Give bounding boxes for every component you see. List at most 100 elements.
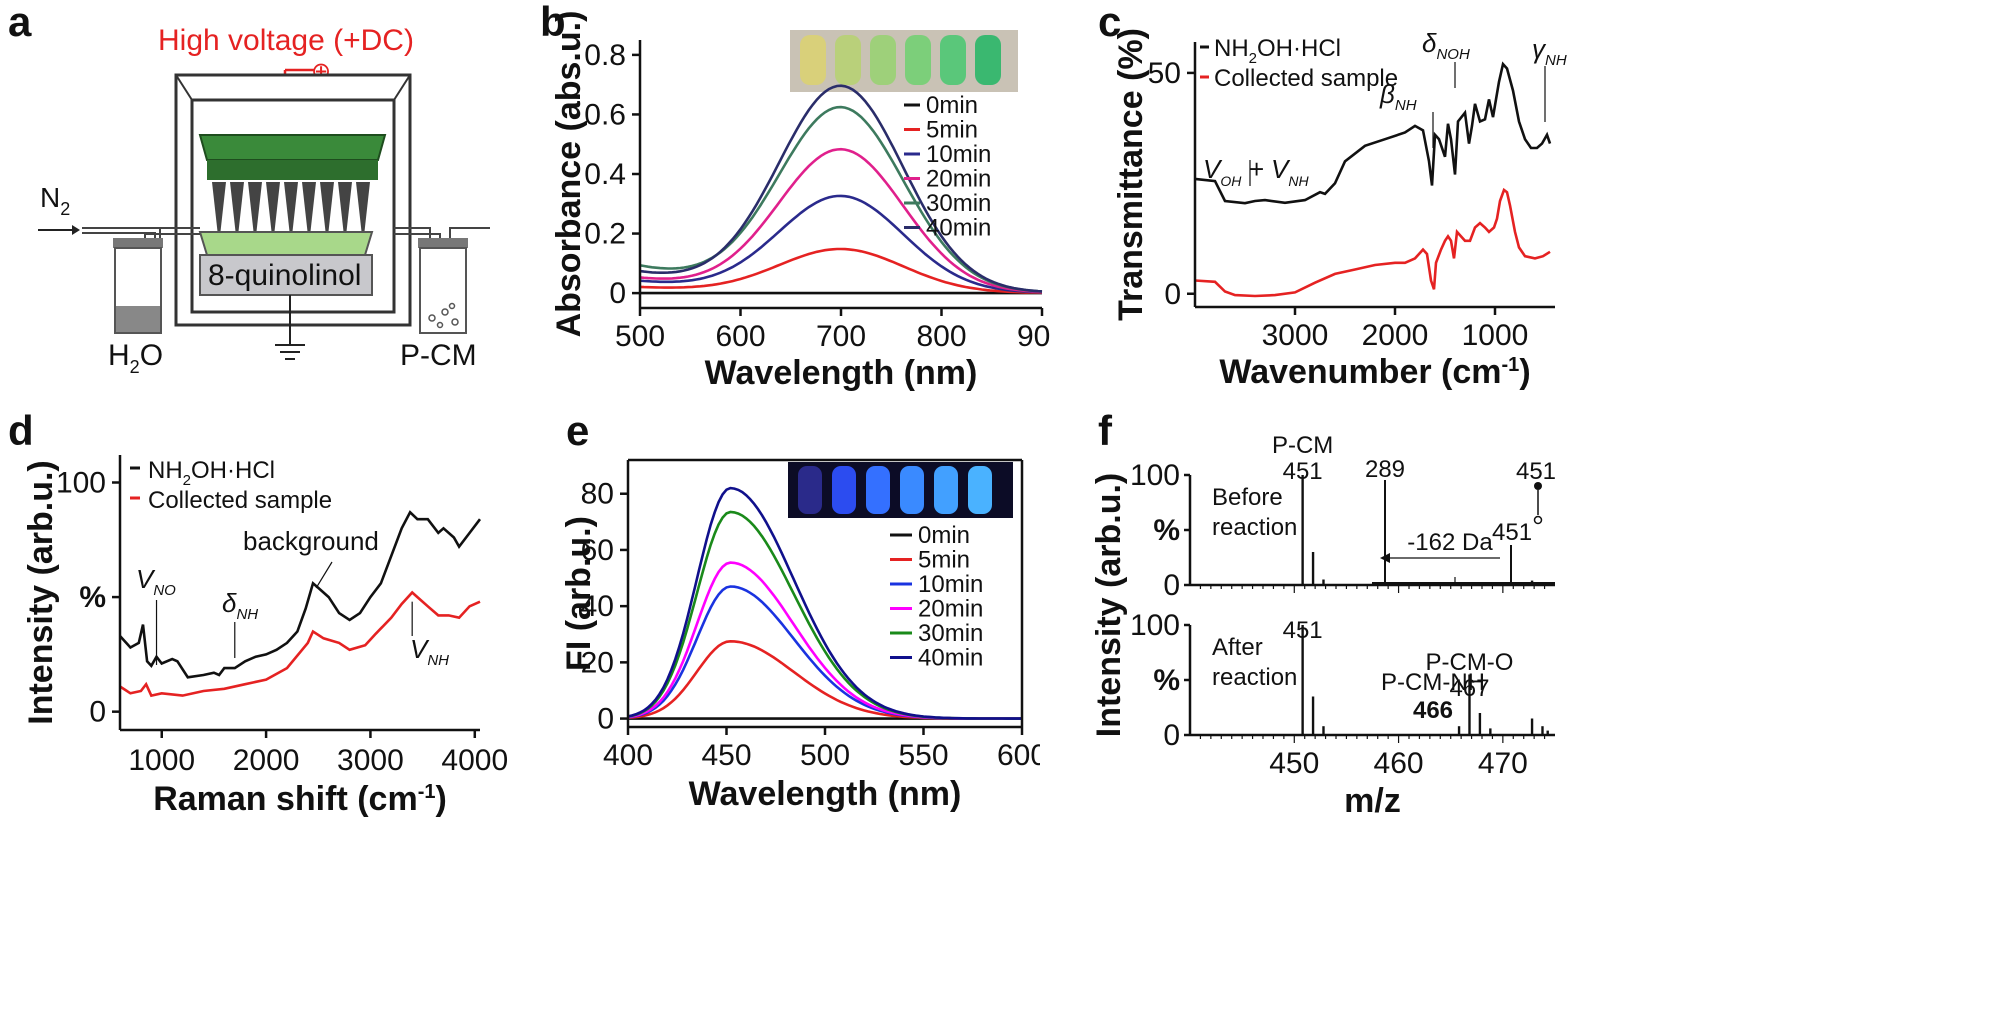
- panel-a: a High voltage (+DC) ⊕ 8-quinolinol N2 H…: [8, 0, 490, 377]
- series-line-5min: [639, 247, 1042, 294]
- panel-label-b: b: [540, 0, 566, 45]
- ground-icon: [275, 344, 305, 360]
- series-line-NH2OH·HCl: [119, 510, 482, 679]
- x-tick-label: 700: [816, 320, 866, 353]
- x-tick-label: 2000: [1362, 319, 1429, 352]
- y-tick-label: 0: [609, 277, 626, 310]
- subplot-label-line1: After: [1212, 634, 1263, 661]
- legend-label: 0min: [926, 92, 978, 119]
- legend-label: NH2OH·HCl: [1214, 35, 1341, 67]
- x-tick-label: 3000: [337, 744, 404, 777]
- y-tick-label: 100: [1130, 609, 1180, 642]
- x-tick-label: 1000: [128, 744, 195, 777]
- y-tick-label: 0: [1164, 278, 1181, 311]
- legend-label: Collected sample: [148, 487, 332, 514]
- h2o-cap: [113, 238, 163, 248]
- panel-label-c: c: [1098, 0, 1121, 45]
- legend-label: 10min: [918, 571, 983, 598]
- peak-label-451: 451: [1283, 458, 1323, 485]
- annotation-background: background: [243, 526, 379, 556]
- series-line-40min: [639, 84, 1043, 293]
- panel-b-chart: b 500 600 700 800 900 0 0.2 0.4 0.6 0.8 Wavelength…: [540, 0, 1050, 392]
- subplot-label-line2: reaction: [1212, 664, 1297, 691]
- peak-label-467: 467: [1449, 675, 1489, 702]
- bubbles-icon: [428, 302, 459, 329]
- legend-label: 5min: [926, 117, 978, 144]
- annotation-line: [315, 561, 333, 589]
- peak-label-466: 466: [1413, 697, 1453, 724]
- annotation-v-nh: VNH: [410, 634, 449, 669]
- inset-label-451-top: 451: [1516, 458, 1556, 485]
- arrow-left-icon: [1380, 553, 1390, 563]
- n2-label: N2: [40, 182, 70, 219]
- x-tick-label: 460: [1374, 747, 1424, 780]
- needle-electrode-plate: [198, 134, 387, 161]
- x-tick-label: 2000: [233, 744, 300, 777]
- x-tick-label: 600: [997, 739, 1040, 772]
- x-tick-label: 470: [1478, 747, 1528, 780]
- y-tick-label: 0.2: [584, 218, 626, 251]
- legend-label: 20min: [918, 596, 983, 623]
- legend-label: 30min: [926, 190, 991, 217]
- legend-label: 0min: [918, 522, 970, 549]
- y-tick-label: 50: [1148, 57, 1181, 90]
- annotation-v-no: VNO: [136, 564, 176, 599]
- y-tick-label: 20: [581, 646, 614, 679]
- solution-tray: [199, 254, 373, 296]
- annotation-gamma-nh: γNH: [1532, 34, 1567, 69]
- y-tick-label: 0.6: [584, 98, 626, 131]
- y-tick-label: 0: [1163, 719, 1180, 752]
- y-tick-label: 0: [89, 696, 106, 729]
- legend-label: 30min: [918, 620, 983, 647]
- annotation-beta-nh: βNH: [1379, 79, 1417, 114]
- inset-label-451-right: 451: [1492, 519, 1532, 546]
- panel-e-chart: e 400 450 500 550 600 0 20 40 60 80 Wavelength (nm…: [560, 407, 1040, 813]
- legend-label: Collected sample: [1214, 65, 1398, 92]
- panel-label-a: a: [8, 0, 32, 45]
- subplot-label-line2: reaction: [1212, 514, 1297, 541]
- x-tick-label: 550: [898, 739, 948, 772]
- y-tick-label: 60: [581, 534, 614, 567]
- loss-label: -162 Da: [1407, 529, 1493, 556]
- y-tick-label: %: [1153, 664, 1180, 697]
- y-tick-label: 80: [581, 478, 614, 511]
- series-line-10min: [639, 194, 1043, 294]
- inset-label-289: 289: [1365, 456, 1405, 483]
- solution-tray-top: [198, 231, 374, 256]
- y-tick-label: 0: [597, 703, 614, 736]
- x-tick-label: 500: [615, 320, 665, 353]
- legend-label: NH2OH·HCl: [148, 457, 275, 489]
- peak-label-pcm: P-CM: [1272, 432, 1333, 459]
- y-tick-label: %: [79, 581, 106, 614]
- legend-label: 20min: [926, 166, 991, 193]
- x-tick-label: 400: [603, 739, 653, 772]
- x-tick-label: 1000: [1462, 319, 1529, 352]
- annotation-voh-vnh: VOH + VNH: [1203, 154, 1309, 189]
- y-tick-label: 0: [1163, 569, 1180, 602]
- peak-label-pcmo: P-CM-O: [1425, 649, 1513, 676]
- pcm-cap: [418, 238, 468, 248]
- y-axis-title: Intensity (arb.u.): [1090, 473, 1128, 737]
- high-voltage-label: High voltage (+DC): [158, 24, 414, 57]
- electrode-front: [207, 160, 378, 180]
- y-axis-title: Absorbance (abs.u.): [550, 11, 588, 338]
- x-tick-label: 3000: [1262, 319, 1329, 352]
- x-axis-title: m/z: [1344, 782, 1401, 820]
- series-line-Collected sample: [119, 590, 481, 698]
- product-circle-icon: [1533, 515, 1543, 525]
- legend-label: 40min: [926, 215, 991, 242]
- legend-label: 10min: [926, 141, 991, 168]
- needle-array-icon: [212, 182, 370, 245]
- y-tick-label: 40: [581, 590, 614, 623]
- annotation-delta-noh: δNOH: [1422, 28, 1470, 63]
- y-axis-title: Intensity (arb.u.): [22, 460, 60, 724]
- x-tick-label: 900: [1017, 320, 1050, 353]
- panel-c-chart: c 3000 2000 1000 0 50 Wavenumber (cm-1) Transm…: [1098, 0, 1567, 391]
- pcm-label: P-CM: [400, 339, 477, 372]
- peak-label-451-after: 451: [1283, 617, 1323, 644]
- annotation-delta-nh: δNH: [222, 588, 258, 623]
- x-axis-title: Wavelength (nm): [689, 775, 962, 813]
- series-line-40min: [627, 486, 1022, 720]
- x-tick-label: 800: [916, 320, 966, 353]
- pcm-bottle: [419, 247, 467, 334]
